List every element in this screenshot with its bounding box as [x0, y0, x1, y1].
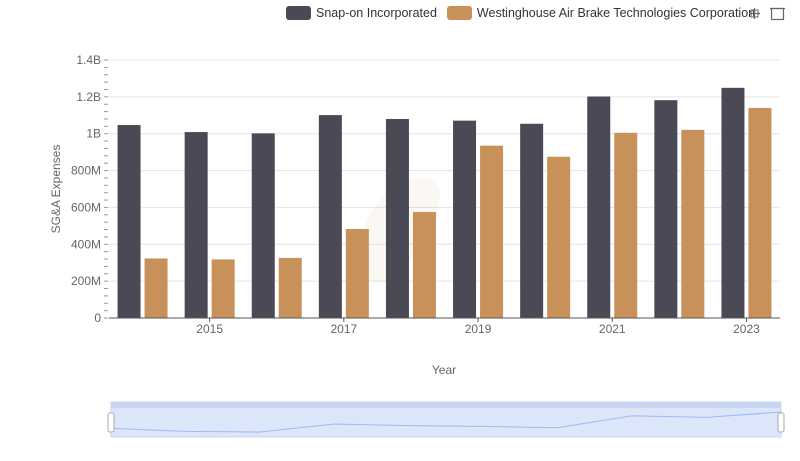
data-zoom-slider[interactable] [107, 401, 785, 438]
axes: 0 200M 400M 600M 800M 1B 1.2B 1.4B 2015 2017 2019 2… [71, 53, 780, 336]
bar-westinghouse-2023 [748, 107, 772, 319]
zoom-reset-icon[interactable] [769, 5, 786, 22]
legend-item-snap-on[interactable]: Snap-on Incorporated [286, 6, 437, 20]
zoom-handle-right[interactable] [777, 412, 785, 433]
x-tick-label: 2021 [599, 322, 626, 336]
bar-westinghouse-2018 [412, 212, 436, 318]
y-tick-label: 1B [86, 127, 101, 141]
bar-snap-on-2017 [318, 115, 342, 318]
x-tick-label: 2023 [733, 322, 760, 336]
zoom-handle-left[interactable] [107, 412, 115, 433]
legend: Snap-on Incorporated Westinghouse Air Br… [286, 4, 765, 22]
zoom-top-bar [111, 402, 781, 408]
y-tick-label: 1.2B [76, 90, 101, 104]
zoom-select-icon[interactable] [746, 5, 763, 22]
y-tick-label: 200M [71, 274, 101, 288]
y-tick-label: 800M [71, 164, 101, 178]
bar-snap-on-2020 [520, 123, 544, 319]
x-tick-label: 2019 [465, 322, 492, 336]
x-axis-title: Year [432, 363, 456, 377]
y-tick-label: 400M [71, 237, 101, 251]
y-tick-label: 1.4B [76, 53, 101, 67]
bar-westinghouse-2016 [278, 257, 302, 318]
bar-westinghouse-2021 [614, 132, 638, 318]
bars-layer [117, 87, 772, 319]
y-tick-label: 0 [94, 311, 101, 325]
bar-westinghouse-2015 [211, 259, 235, 318]
bar-snap-on-2015 [184, 132, 208, 318]
grid-lines [109, 59, 780, 319]
chart-toolbar [746, 5, 786, 22]
bar-snap-on-2019 [453, 120, 477, 318]
bar-westinghouse-2014 [144, 258, 168, 318]
legend-label-snap-on: Snap-on Incorporated [316, 6, 437, 20]
bar-snap-on-2018 [385, 118, 409, 318]
bar-snap-on-2022 [654, 100, 678, 318]
bar-westinghouse-2020 [547, 156, 571, 318]
legend-item-westinghouse[interactable]: Westinghouse Air Brake Technologies Corp… [446, 6, 756, 20]
zoom-preview-line [110, 411, 782, 433]
x-tick-label: 2017 [330, 322, 357, 336]
x-tick-label: 2015 [196, 322, 223, 336]
bar-westinghouse-2017 [345, 228, 369, 318]
legend-swatch-westinghouse [446, 6, 472, 20]
bar-snap-on-2014 [117, 125, 141, 318]
y-axis-title: SG&A Expenses [49, 145, 63, 234]
bar-snap-on-2016 [251, 133, 275, 318]
bar-snap-on-2023 [721, 87, 745, 318]
legend-label-westinghouse: Westinghouse Air Brake Technologies Corp… [476, 6, 756, 20]
bar-snap-on-2021 [587, 96, 611, 318]
legend-swatch-snap-on [286, 6, 311, 20]
bar-westinghouse-2022 [681, 129, 705, 318]
y-tick-label: 600M [71, 200, 101, 214]
bar-westinghouse-2019 [480, 145, 504, 318]
